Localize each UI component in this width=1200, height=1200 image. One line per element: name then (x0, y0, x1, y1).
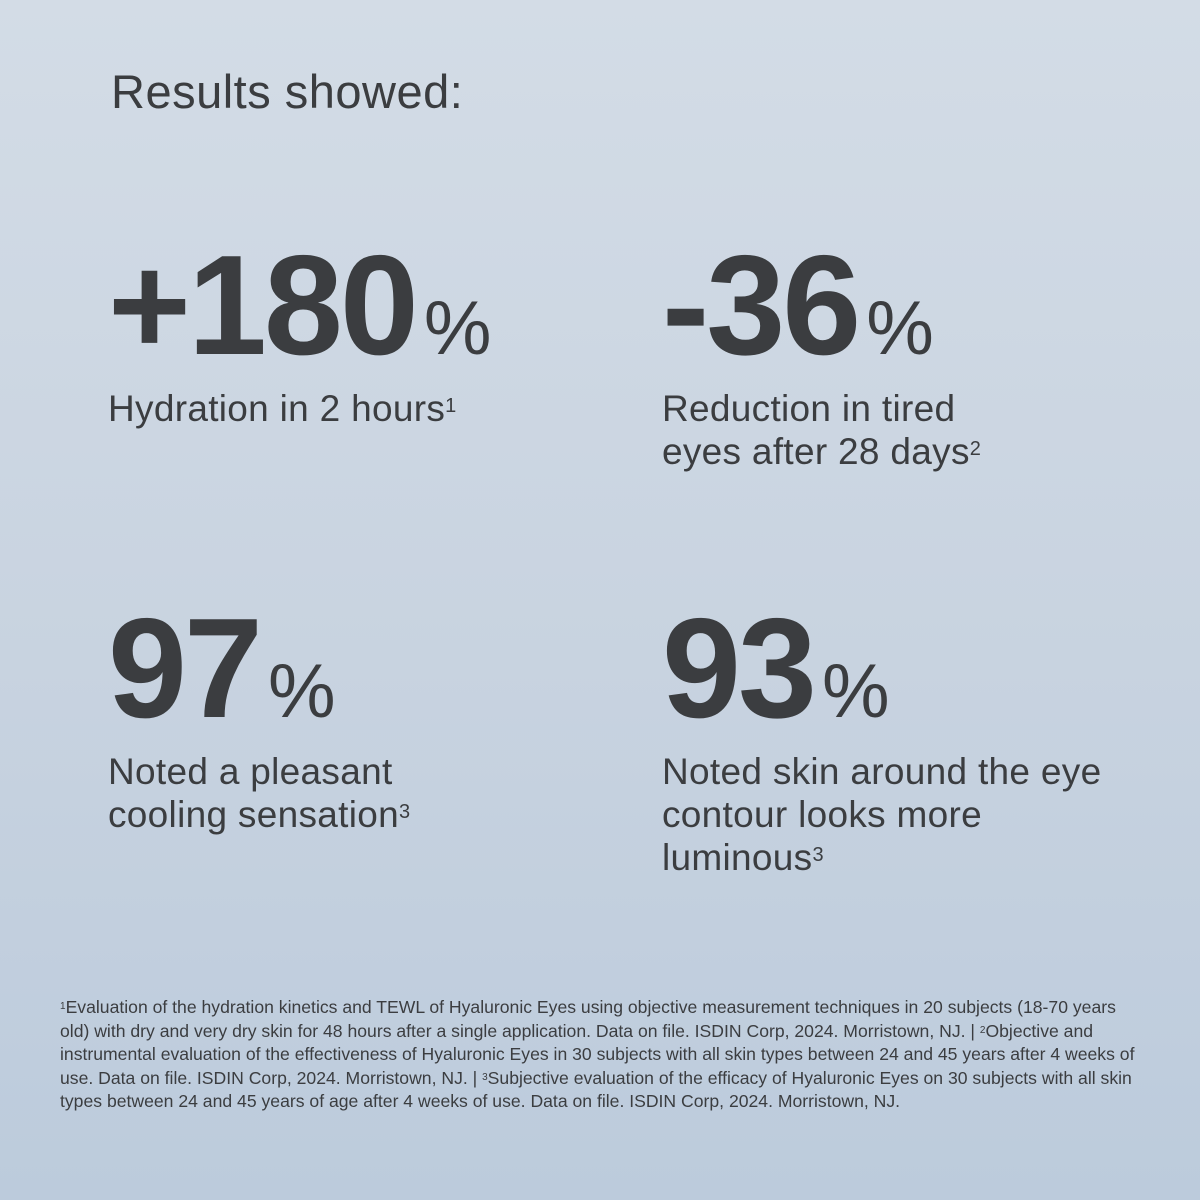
footnote-mark: 3 (482, 1071, 488, 1083)
stat-description: Hydration in 2 hours (108, 388, 446, 429)
stat-unit: % (821, 649, 890, 734)
footnote-ref: 3 (812, 844, 824, 866)
stat-unit: % (267, 649, 336, 734)
stat-unit: % (866, 286, 934, 371)
stat-hydration: +180% Hydration in 2 hours1 (108, 235, 568, 430)
stat-luminous: 93% Noted skin around the eye contour lo… (662, 598, 1102, 879)
footnote-ref: 2 (969, 438, 982, 460)
stat-description: Reduction in tired eyes after 28 days (662, 388, 970, 472)
stat-value: 93 (662, 589, 817, 748)
footnote-ref: 3 (399, 801, 411, 823)
stat-cooling: 97% Noted a pleasant cooling sensation3 (108, 598, 478, 836)
stat-unit: % (423, 286, 492, 371)
footnote-text: Evaluation of the hydration kinetics and… (60, 997, 1116, 1041)
footnotes: 1Evaluation of the hydration kinetics an… (60, 996, 1150, 1114)
page-title: Results showed: (111, 65, 464, 118)
footnote-text: Subjective evaluation of the efficacy of… (60, 1067, 1132, 1112)
footnote-separator: | (965, 1020, 980, 1041)
stat-tired-eyes: -36% Reduction in tired eyes after 28 da… (662, 235, 1042, 473)
footnote-mark: 2 (979, 1024, 986, 1036)
stat-value: -36 (662, 226, 861, 385)
footnote-ref: 1 (445, 395, 457, 417)
footnote-separator: | (467, 1067, 483, 1088)
footnote-mark: 1 (60, 1001, 66, 1012)
stat-description: Noted a pleasant cooling sensation (108, 751, 400, 835)
stat-value: +180 (108, 226, 419, 385)
stat-description: Noted skin around the eye contour looks … (662, 751, 1102, 878)
stat-value: 97 (108, 589, 263, 748)
footnote-text: Objective and instrumental evaluation of… (60, 1020, 1135, 1088)
